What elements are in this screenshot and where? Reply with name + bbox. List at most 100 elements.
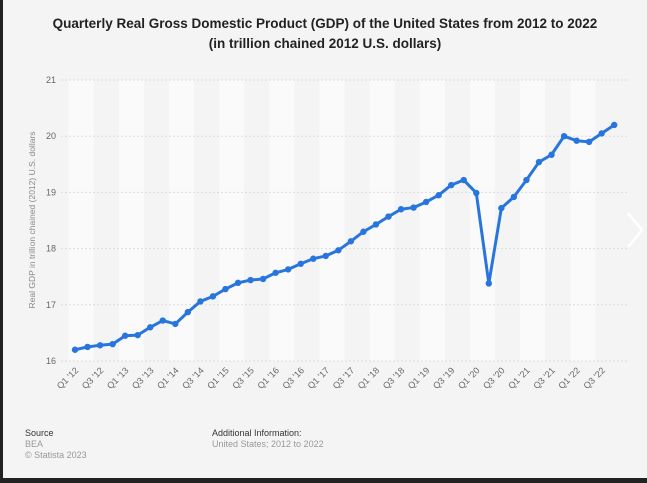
data-point	[498, 204, 505, 212]
data-point	[209, 293, 217, 300]
x-tick-label: Q3 '22	[581, 365, 607, 391]
data-point	[284, 266, 292, 273]
column-band	[394, 80, 420, 361]
x-tick-label: Q3 '15	[230, 365, 256, 391]
data-point	[560, 133, 568, 140]
data-point	[134, 331, 141, 339]
column-band	[219, 80, 245, 361]
y-axis-label: Real GDP in trillion chained (2012) U.S.…	[27, 131, 37, 308]
data-point	[598, 130, 605, 137]
y-tick-label: 20	[46, 131, 56, 141]
x-tick-label: Q1 '22	[556, 365, 582, 391]
additional-info-label[interactable]: Additional Information:	[212, 428, 302, 438]
column-band	[118, 80, 144, 361]
column-band	[444, 80, 471, 361]
additional-info-value: United States; 2012 to 2022	[212, 439, 324, 449]
data-point	[397, 206, 405, 213]
column-band	[194, 80, 220, 361]
column-band	[269, 80, 295, 361]
data-point	[510, 193, 518, 201]
y-tick-label: 21	[46, 75, 56, 85]
data-point	[172, 320, 179, 328]
x-tick-label: Q1 '20	[456, 365, 482, 391]
data-point	[259, 275, 267, 283]
data-point	[109, 340, 116, 348]
column-band	[520, 80, 546, 361]
column-band	[419, 80, 445, 361]
data-point	[523, 176, 530, 184]
data-point	[71, 346, 79, 353]
chart-title: Quarterly Real Gross Domestic Product (G…	[3, 14, 647, 54]
data-point	[473, 189, 480, 197]
data-point	[234, 279, 242, 287]
column-band	[68, 80, 94, 361]
y-tick-label: 16	[46, 356, 56, 366]
data-point	[96, 342, 104, 349]
x-tick-label: Q1 '15	[205, 365, 231, 391]
data-point	[372, 221, 380, 228]
x-tick-label: Q1 '14	[155, 365, 181, 391]
data-point	[360, 228, 367, 235]
column-band	[143, 80, 170, 361]
data-point	[535, 158, 543, 166]
source-block: Source BEA © Statista 2023	[25, 428, 87, 461]
chevron-right-icon[interactable]	[625, 210, 645, 250]
column-band	[319, 80, 345, 361]
x-tick-label: Q3 '14	[180, 365, 206, 391]
data-point	[84, 343, 91, 351]
data-point	[335, 247, 342, 254]
data-point	[385, 213, 392, 220]
data-point	[159, 317, 166, 324]
source-value[interactable]: BEA	[25, 439, 44, 449]
data-point	[322, 252, 329, 260]
data-point	[222, 285, 229, 293]
x-tick-label: Q3 '16	[281, 365, 307, 391]
x-tick-label: Q1 '21	[506, 365, 532, 391]
x-tick-label: Q1 '12	[55, 365, 81, 391]
data-point	[485, 280, 493, 287]
data-point	[297, 260, 304, 267]
x-tick-label: Q3 '21	[531, 365, 557, 391]
y-tick-label: 17	[46, 300, 56, 310]
data-point	[611, 121, 618, 129]
data-point	[448, 181, 455, 189]
x-tick-label: Q3 '12	[80, 365, 106, 391]
x-tick-label: Q3 '20	[481, 365, 507, 391]
column-band	[595, 80, 621, 361]
data-point	[573, 137, 580, 144]
x-tick-label: Q1 '13	[105, 365, 131, 391]
data-point	[347, 238, 355, 245]
column-band	[545, 80, 571, 361]
chart-panel: Quarterly Real Gross Domestic Product (G…	[3, 0, 647, 478]
y-tick-label: 18	[46, 244, 56, 254]
x-tick-label: Q3 '17	[331, 365, 357, 391]
copyright: © Statista 2023	[25, 450, 87, 460]
additional-info-block: Additional Information: United States; 2…	[212, 428, 324, 450]
data-point	[548, 151, 555, 158]
column-band	[244, 80, 270, 361]
y-tick-label: 19	[46, 187, 56, 197]
title-line-1: Quarterly Real Gross Domestic Product (G…	[52, 16, 598, 31]
data-point	[184, 308, 192, 316]
x-tick-label: Q1 '18	[356, 365, 382, 391]
x-tick-label: Q3 '13	[130, 365, 156, 391]
data-point	[247, 276, 254, 284]
column-band	[93, 80, 119, 361]
data-point	[460, 176, 467, 184]
line-chart: 16 17 18 19 20 21 Real GDP in trillion chained…	[27, 75, 628, 391]
data-point	[121, 332, 129, 339]
data-point	[147, 324, 154, 331]
data-point	[422, 198, 430, 206]
column-band	[294, 80, 320, 361]
data-point	[310, 255, 317, 262]
source-label: Source	[25, 428, 54, 438]
data-point	[197, 298, 204, 305]
x-tick-label: Q1 '19	[406, 365, 432, 391]
data-point	[585, 138, 593, 146]
x-tick-label: Q1 '16	[255, 365, 281, 391]
x-tick-label: Q3 '19	[431, 365, 457, 391]
column-band	[570, 80, 596, 361]
x-tick-label: Q3 '18	[381, 365, 407, 391]
column-band	[344, 80, 370, 361]
x-tick-label: Q1 '17	[306, 365, 332, 391]
